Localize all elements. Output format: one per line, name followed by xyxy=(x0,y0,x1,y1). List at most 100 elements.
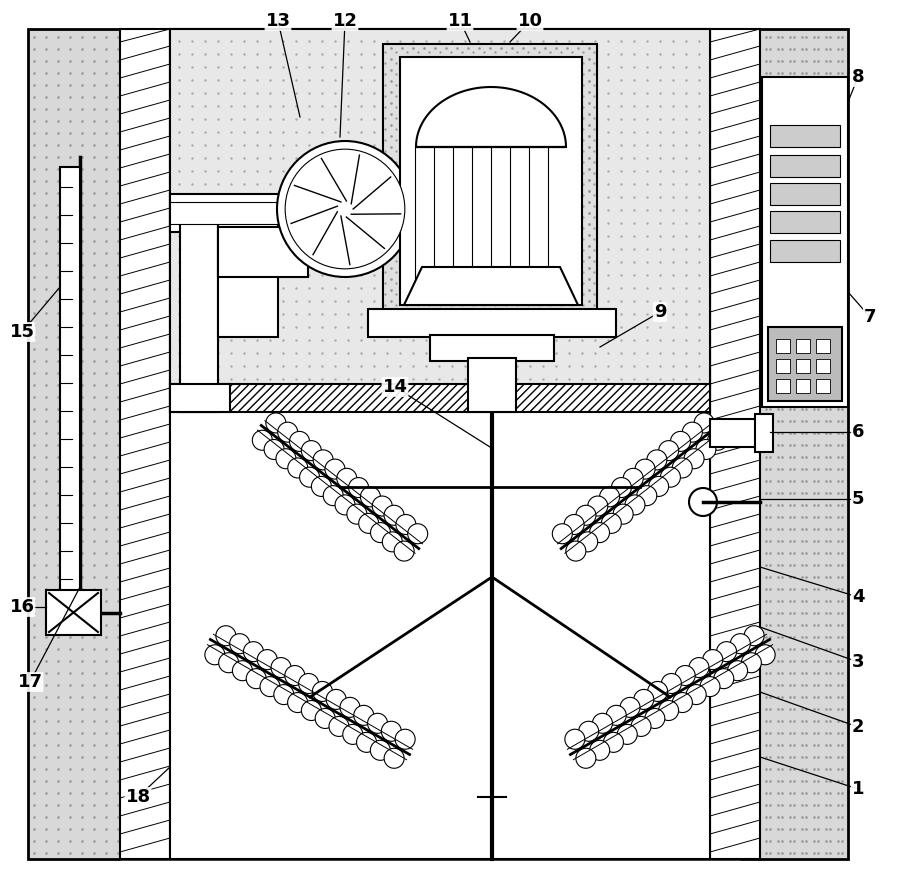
Circle shape xyxy=(276,449,296,468)
Circle shape xyxy=(700,677,720,696)
Circle shape xyxy=(367,713,387,733)
Bar xyxy=(816,339,830,353)
Bar xyxy=(120,29,170,859)
Text: 16: 16 xyxy=(9,598,35,616)
Circle shape xyxy=(564,515,584,534)
Circle shape xyxy=(370,740,390,760)
Circle shape xyxy=(325,459,345,479)
Circle shape xyxy=(588,496,608,516)
Circle shape xyxy=(620,697,640,717)
Text: 1: 1 xyxy=(852,780,864,798)
Bar xyxy=(218,212,278,337)
Bar xyxy=(180,217,218,412)
Circle shape xyxy=(285,666,305,686)
Circle shape xyxy=(300,467,320,488)
Bar xyxy=(170,194,315,232)
Circle shape xyxy=(553,524,573,544)
Text: 6: 6 xyxy=(852,423,864,441)
Circle shape xyxy=(644,709,664,729)
Circle shape xyxy=(744,625,764,645)
Circle shape xyxy=(637,486,657,506)
Circle shape xyxy=(647,450,667,470)
Text: 14: 14 xyxy=(383,378,407,396)
Circle shape xyxy=(673,693,693,712)
Bar xyxy=(816,359,830,373)
Circle shape xyxy=(576,748,596,768)
Circle shape xyxy=(673,458,693,478)
Circle shape xyxy=(576,505,596,525)
Circle shape xyxy=(265,413,285,433)
Text: 11: 11 xyxy=(447,12,473,30)
Text: 7: 7 xyxy=(864,308,876,326)
Circle shape xyxy=(689,488,717,516)
Circle shape xyxy=(219,652,239,673)
Circle shape xyxy=(287,693,307,712)
Circle shape xyxy=(683,422,703,442)
Bar xyxy=(776,379,790,393)
Bar xyxy=(770,211,840,233)
Circle shape xyxy=(671,431,691,452)
Bar xyxy=(170,202,300,224)
Circle shape xyxy=(602,513,622,533)
Text: 9: 9 xyxy=(654,303,666,321)
Circle shape xyxy=(684,449,704,468)
Circle shape xyxy=(659,701,679,721)
Polygon shape xyxy=(404,267,578,305)
Text: 17: 17 xyxy=(17,673,43,691)
Bar xyxy=(796,359,810,373)
Circle shape xyxy=(383,531,403,552)
Circle shape xyxy=(649,476,669,496)
Circle shape xyxy=(694,413,714,433)
Circle shape xyxy=(329,717,349,737)
Circle shape xyxy=(755,645,775,665)
Circle shape xyxy=(354,705,374,725)
Circle shape xyxy=(356,732,376,752)
Bar xyxy=(218,227,308,277)
Bar xyxy=(368,309,616,337)
Bar xyxy=(776,359,790,373)
Circle shape xyxy=(714,668,734,688)
Circle shape xyxy=(215,625,235,645)
Text: 18: 18 xyxy=(125,788,151,806)
Circle shape xyxy=(590,740,610,760)
Circle shape xyxy=(396,515,416,534)
Circle shape xyxy=(614,504,634,524)
Circle shape xyxy=(277,422,297,442)
Circle shape xyxy=(265,439,285,460)
Circle shape xyxy=(590,523,610,543)
Circle shape xyxy=(315,709,335,729)
Bar xyxy=(796,379,810,393)
Circle shape xyxy=(289,431,309,452)
Circle shape xyxy=(253,431,273,450)
Circle shape xyxy=(659,440,679,460)
Circle shape xyxy=(708,431,728,450)
Circle shape xyxy=(578,531,598,552)
Circle shape xyxy=(625,495,645,515)
Circle shape xyxy=(634,689,654,709)
Bar xyxy=(170,384,230,412)
Text: 13: 13 xyxy=(265,12,291,30)
Circle shape xyxy=(689,658,709,678)
Bar xyxy=(430,335,554,361)
Circle shape xyxy=(382,721,402,741)
Circle shape xyxy=(372,496,392,516)
Circle shape xyxy=(285,149,405,269)
Bar xyxy=(770,240,840,262)
Circle shape xyxy=(385,505,405,525)
Circle shape xyxy=(635,459,655,479)
Text: 8: 8 xyxy=(852,68,864,86)
Bar xyxy=(120,29,740,859)
Bar xyxy=(755,414,773,452)
Circle shape xyxy=(624,468,644,488)
Bar xyxy=(170,29,710,859)
Text: 5: 5 xyxy=(852,490,864,508)
Polygon shape xyxy=(416,87,566,147)
Bar xyxy=(710,419,770,447)
Circle shape xyxy=(606,705,626,725)
Text: 15: 15 xyxy=(9,323,35,341)
Circle shape xyxy=(302,701,322,721)
Circle shape xyxy=(274,685,294,704)
Circle shape xyxy=(730,634,750,653)
Bar xyxy=(762,77,848,407)
Circle shape xyxy=(360,487,380,507)
